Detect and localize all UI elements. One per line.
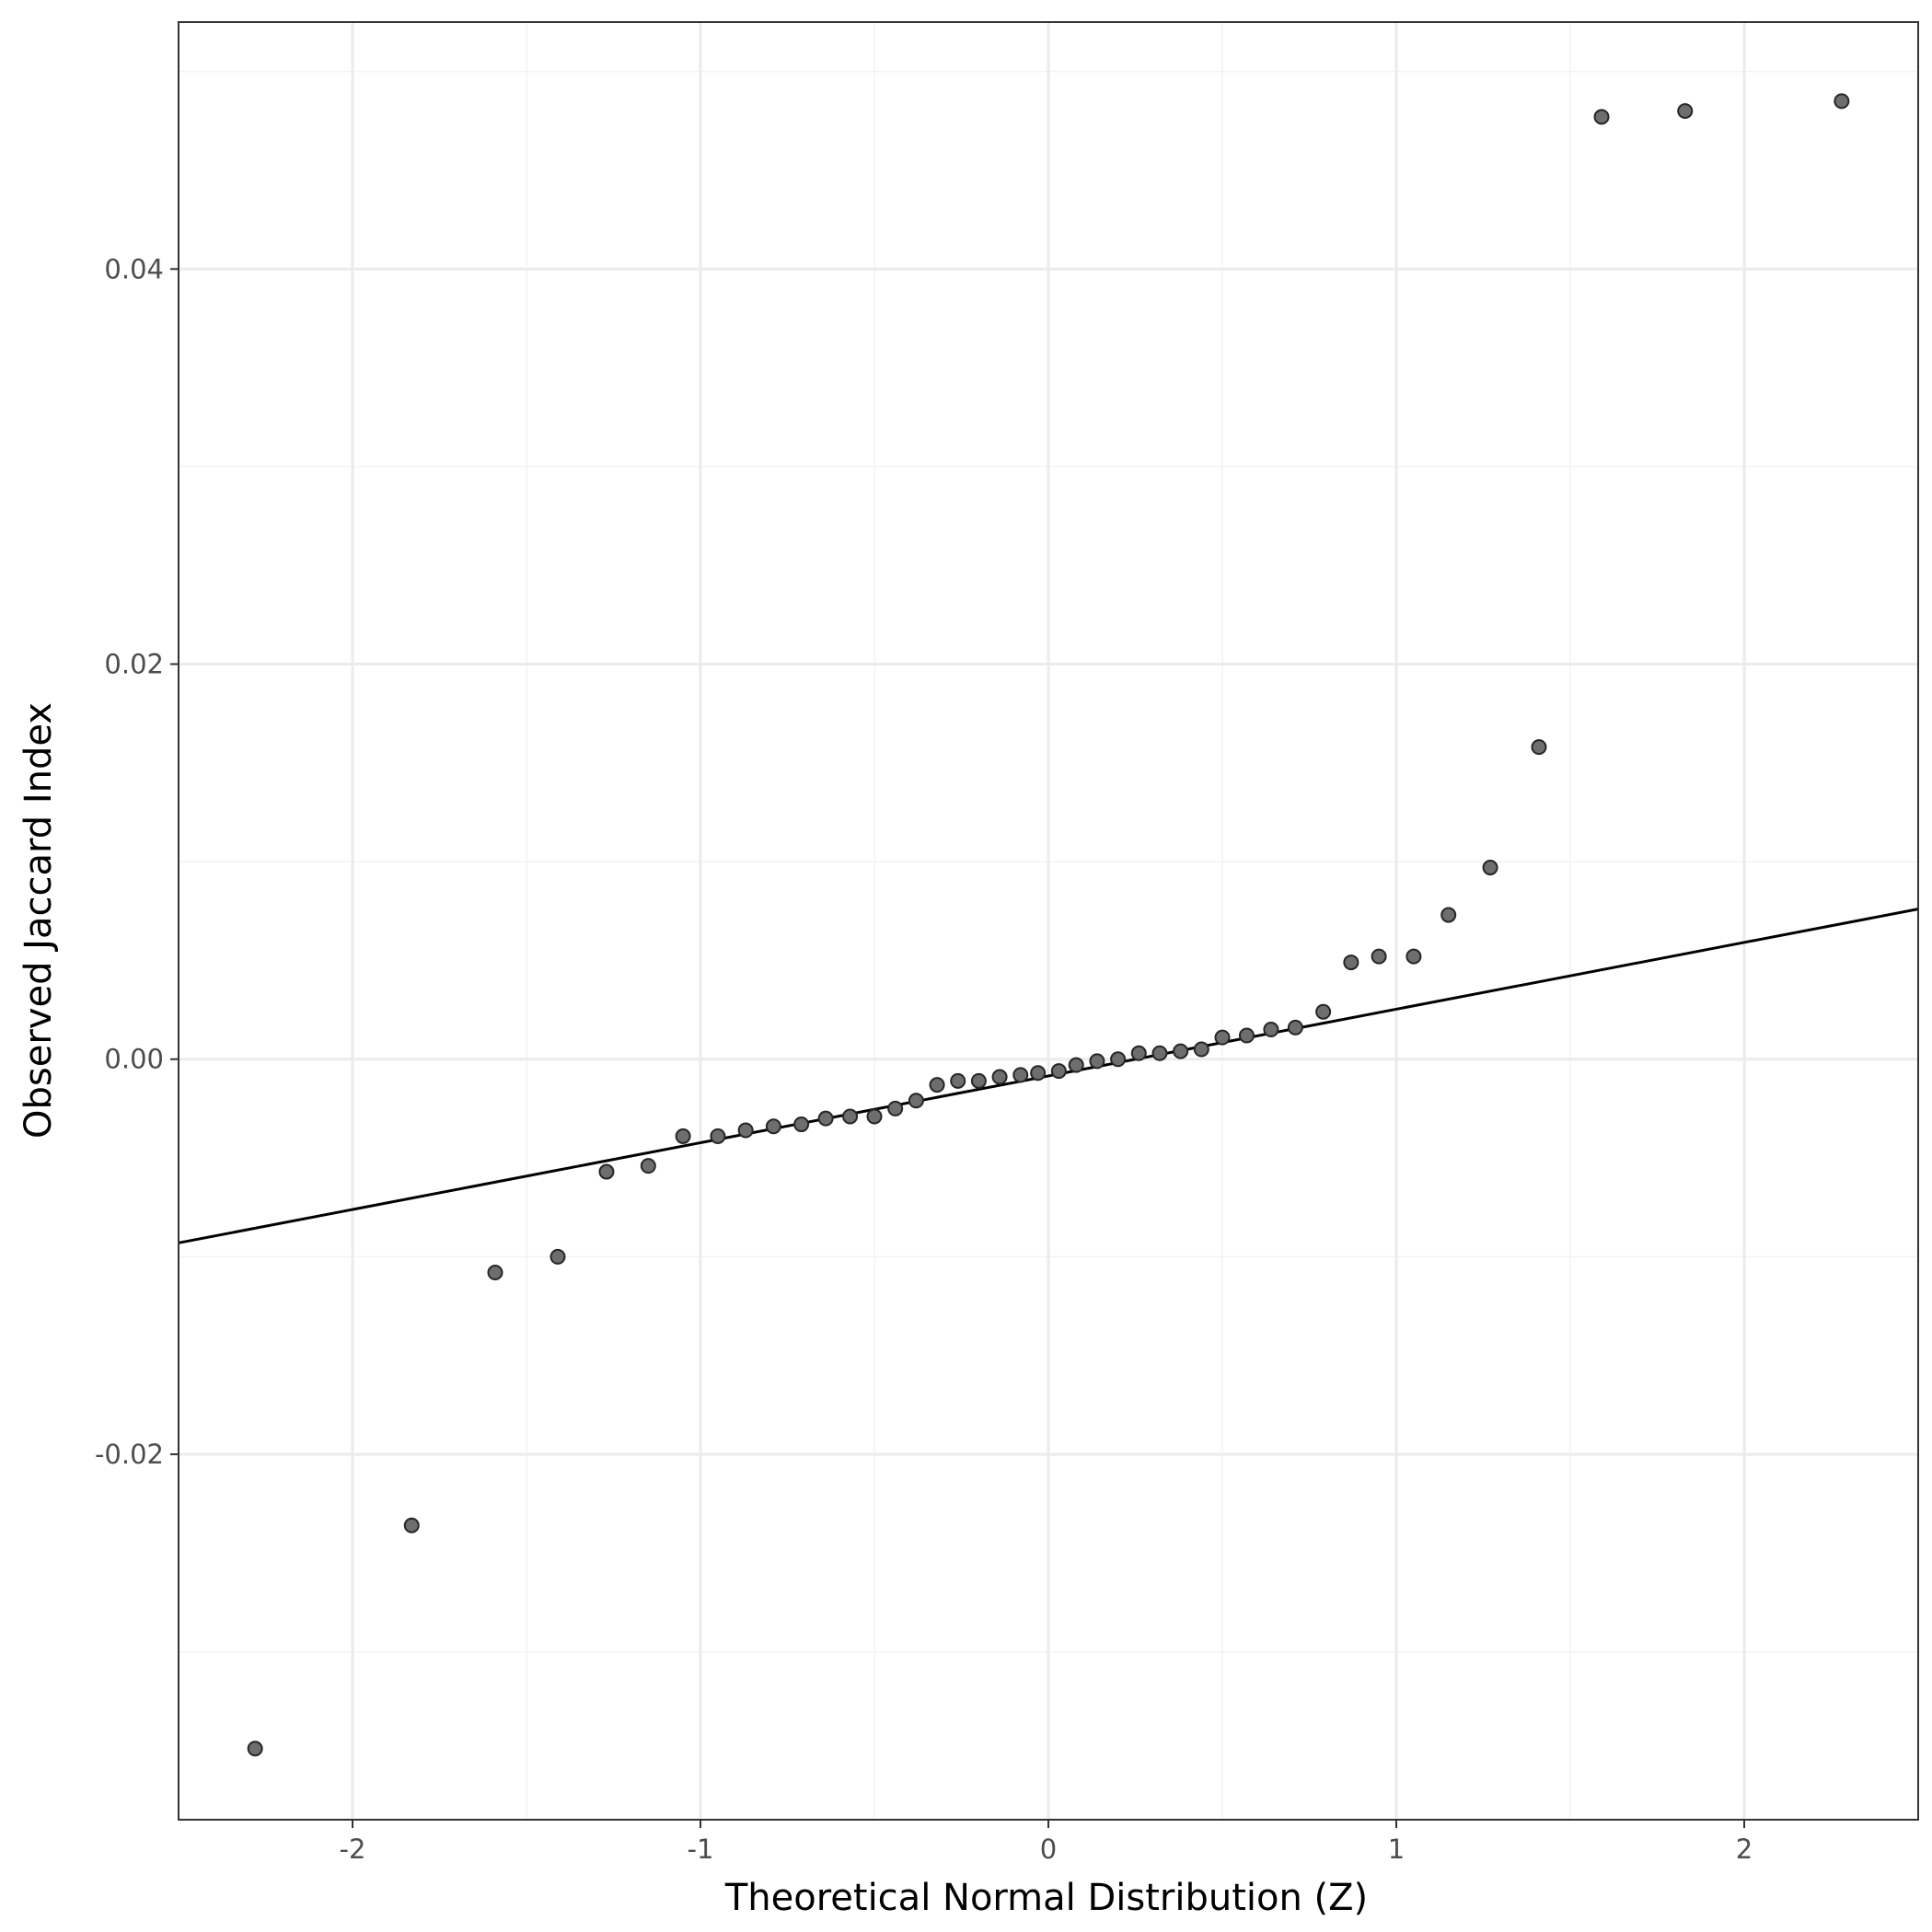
data-point: [950, 1072, 966, 1089]
data-point: [1834, 93, 1850, 110]
data-point: [1482, 860, 1498, 876]
y-tick-label: 0.04: [104, 253, 164, 284]
data-point: [598, 1163, 615, 1180]
data-point: [1677, 103, 1694, 120]
data-point: [1531, 739, 1547, 756]
data-point: [710, 1128, 726, 1144]
data-point: [737, 1122, 754, 1139]
data-point: [1130, 1045, 1147, 1061]
x-tick-label: 2: [1736, 1834, 1753, 1865]
data-point: [1238, 1027, 1255, 1044]
data-point: [1173, 1043, 1189, 1059]
qq-reference-line: [178, 908, 1919, 1244]
data-point: [1371, 948, 1387, 965]
data-point: [1151, 1045, 1168, 1061]
y-axis-ticks: -0.02 0.00 0.02 0.04: [95, 253, 179, 1470]
data-point: [908, 1093, 924, 1109]
x-tick-label: 1: [1388, 1834, 1405, 1865]
data-point: [793, 1116, 810, 1133]
data-point: [1315, 1003, 1332, 1020]
x-tick-label: 0: [1040, 1834, 1057, 1865]
x-tick-label: -2: [340, 1834, 366, 1865]
y-tick-label: 0.00: [104, 1044, 164, 1075]
major-gridlines: [179, 22, 1918, 1820]
data-point: [765, 1118, 781, 1135]
data-point: [675, 1128, 691, 1144]
x-tick-label: -1: [688, 1834, 714, 1865]
data-point: [1440, 907, 1457, 923]
data-point: [403, 1517, 420, 1533]
y-tick-label: 0.02: [104, 649, 164, 680]
data-point: [929, 1077, 945, 1093]
data-point: [866, 1108, 883, 1125]
data-point: [1287, 1019, 1303, 1035]
data-point: [1068, 1057, 1084, 1073]
data-point: [1343, 954, 1359, 971]
data-point: [1110, 1051, 1127, 1068]
data-point: [817, 1110, 834, 1127]
data-point: [487, 1265, 503, 1281]
data-point: [640, 1158, 656, 1174]
data-point: [887, 1100, 904, 1116]
data-point: [1050, 1063, 1067, 1080]
x-axis-ticks: -2 -1 0 1 2: [340, 1820, 1753, 1865]
data-point: [970, 1072, 987, 1089]
data-point: [1214, 1029, 1231, 1046]
reference-line-layer: [178, 908, 1919, 1244]
data-point: [1089, 1053, 1105, 1070]
data-points: [247, 93, 1850, 1757]
data-point: [1012, 1067, 1029, 1083]
data-point: [991, 1069, 1008, 1085]
y-tick-label: -0.02: [95, 1439, 164, 1470]
y-axis-title: Observed Jaccard Index: [17, 702, 60, 1139]
data-point: [1263, 1022, 1279, 1038]
data-point: [550, 1248, 566, 1265]
data-point: [1406, 948, 1422, 965]
data-point: [1030, 1065, 1047, 1082]
x-axis-title: Theoretical Normal Distribution (Z): [724, 1877, 1368, 1919]
data-point: [1593, 109, 1610, 125]
data-point: [247, 1741, 263, 1757]
data-point: [1193, 1041, 1209, 1058]
data-point: [842, 1108, 859, 1125]
